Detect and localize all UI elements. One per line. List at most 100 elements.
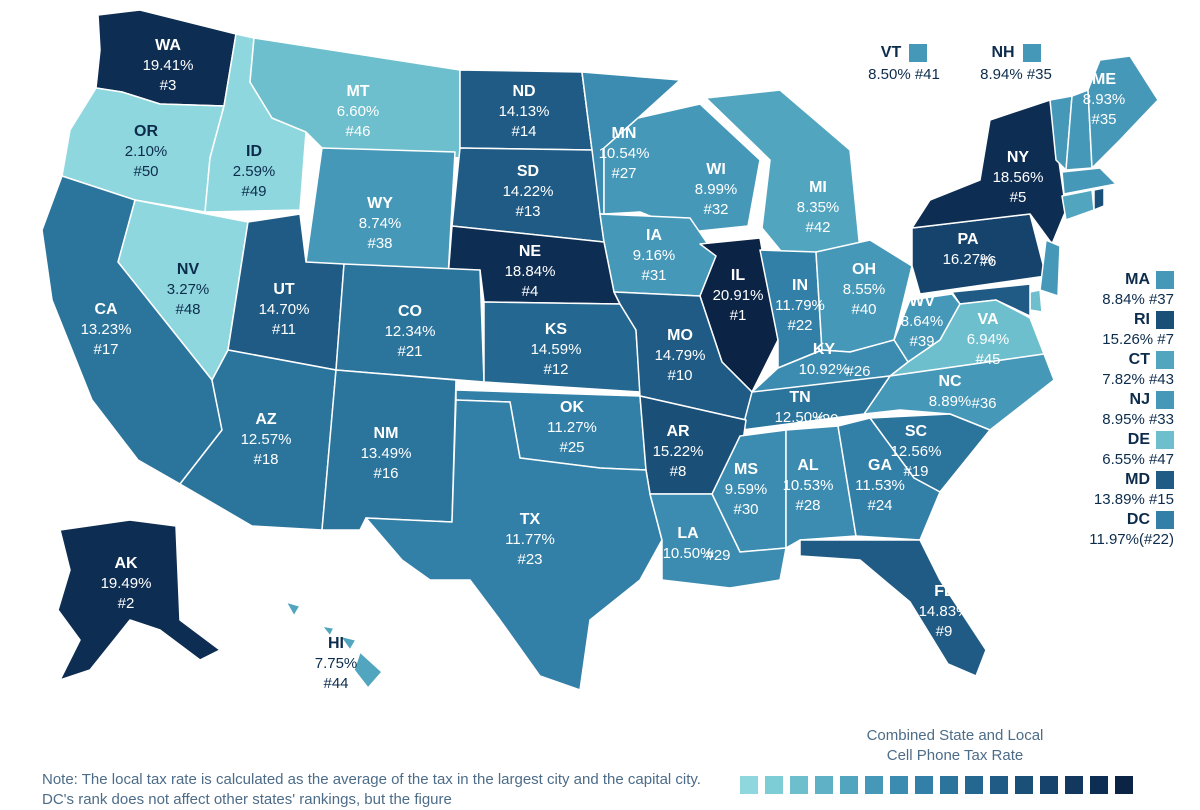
state-label-GA: GA 11.53% #24 (855, 457, 905, 514)
legend-title: Combined State and Local Cell Phone Tax … (810, 726, 1100, 766)
state-label-LA: LA 10.50% (662, 525, 714, 562)
legend-swatch (940, 776, 958, 794)
legend-swatch (740, 776, 758, 794)
state-rank-LA: #29 (705, 547, 731, 564)
legend-swatch (1065, 776, 1083, 794)
state-label-KS: KS 14.59% #12 (530, 321, 582, 378)
swatch-NH (1022, 44, 1041, 62)
state-label-AZ: AZ 12.57% #18 (240, 411, 292, 468)
legend-swatch (865, 776, 883, 794)
state-shape-MA (1061, 167, 1117, 195)
state-label-MT: MT 6.60% #46 (336, 83, 380, 140)
inset-NH: NH 8.94% #35 (980, 44, 1052, 83)
swatch-MD (1156, 471, 1174, 489)
state-label-SD: SD 14.22% #13 (502, 163, 554, 220)
state-label-PA: PA 16.27% (942, 231, 994, 268)
state-shape-CT (1061, 189, 1095, 221)
state-shape-TN[interactable] (741, 375, 891, 431)
state-rank-NC: #36 (971, 395, 997, 412)
state-label-HI: HI 7.75% #44 (314, 635, 358, 692)
state-label-KY: KY 10.92% (798, 341, 850, 378)
state-shape-TX[interactable] (365, 399, 663, 691)
state-label-UT: UT 14.70% #11 (258, 281, 310, 338)
legend-swatch (1090, 776, 1108, 794)
state-label-MS: MS 9.59% #30 (724, 461, 768, 518)
side-item-MA: MA 8.84% #37 (1102, 271, 1174, 308)
swatch-MA (1156, 271, 1174, 289)
legend-color-scale (740, 776, 1133, 794)
legend-swatch (1015, 776, 1033, 794)
state-rank-TN: #20 (813, 411, 839, 428)
legend-swatch (815, 776, 833, 794)
state-label-AR: AR 15.22% #8 (652, 423, 704, 480)
state-label-WI: WI 8.99% #32 (694, 161, 738, 218)
swatch-VT (909, 44, 928, 62)
state-shape-FL[interactable] (799, 539, 987, 677)
state-label-WY: WY 8.74% #38 (358, 195, 402, 252)
state-label-NE: NE 18.84% #4 (504, 243, 556, 300)
state-label-AL: AL 10.53% #28 (782, 457, 834, 514)
state-shape-RI (1093, 187, 1105, 211)
legend-swatch (790, 776, 808, 794)
state-label-NM: NM 13.49% #16 (360, 425, 412, 482)
state-label-NY: NY 18.56% #5 (992, 149, 1044, 206)
state-shape-LA[interactable] (649, 493, 787, 589)
state-label-ME: ME 8.93% #35 (1082, 71, 1126, 128)
state-rank-KY: #26 (845, 363, 871, 380)
state-label-TN: TN 12.50% (774, 389, 826, 426)
swatch-NJ (1156, 391, 1174, 409)
side-item-DE: DE 6.55% #47 (1102, 431, 1174, 468)
legend-swatch (1040, 776, 1058, 794)
state-label-IA: IA 9.16% #31 (632, 227, 676, 284)
legend-swatch (890, 776, 908, 794)
state-shape-DE (1029, 289, 1043, 313)
legend-title-line2: Cell Phone Tax Rate (886, 747, 1024, 764)
state-shape-AK[interactable] (57, 519, 221, 681)
footnote: Note: The local tax rate is calculated a… (42, 771, 701, 808)
swatch-RI (1156, 311, 1174, 329)
state-shape-HI[interactable] (285, 601, 383, 689)
legend-swatch (965, 776, 983, 794)
state-label-MI: MI 8.35% #42 (796, 179, 840, 236)
inset-VT: VT 8.50% #41 (868, 44, 940, 83)
state-label-NC: NC 8.89% (928, 373, 972, 410)
state-label-ID: ID 2.59% #49 (232, 143, 276, 200)
side-item-MD: MD 13.89% #15 (1093, 471, 1174, 508)
legend-swatch (765, 776, 783, 794)
legend-title-line1: Combined State and Local (866, 727, 1044, 744)
state-rank-PA: #6 (979, 253, 997, 270)
swatch-CT (1156, 351, 1174, 369)
state-label-MN: MN 10.54% #27 (598, 125, 650, 182)
state-label-OR: OR 2.10% #50 (124, 123, 168, 180)
side-item-NJ: NJ 8.95% #33 (1102, 391, 1174, 428)
side-item-CT: CT 7.82% #43 (1102, 351, 1174, 388)
state-label-WA: WA 19.41% #3 (142, 37, 194, 94)
state-label-IN: IN 11.79% #22 (775, 277, 825, 334)
state-label-OH: OH 8.55% #40 (842, 261, 886, 318)
state-label-SC: SC 12.56% #19 (890, 423, 942, 480)
side-item-DC: DC 11.97%(#22) (1089, 511, 1174, 548)
state-shape-GA[interactable] (837, 417, 941, 541)
legend-swatch (1115, 776, 1133, 794)
state-label-VA: VA 6.94% #45 (966, 311, 1010, 368)
side-list: MA 8.84% #37 RI 15.26% #7 CT 7.82% #43 NJ 8.… (1044, 270, 1174, 550)
legend-swatch (915, 776, 933, 794)
state-label-FL: FL 14.83% #9 (918, 583, 970, 640)
state-label-OK: OK 11.27% #25 (547, 399, 597, 456)
state-shape-ME[interactable] (1087, 55, 1159, 169)
state-label-MO: MO 14.79% #10 (654, 327, 706, 384)
state-shape-AL[interactable] (785, 425, 857, 549)
state-label-NV: NV 3.27% #48 (166, 261, 210, 318)
legend-swatch (990, 776, 1008, 794)
state-label-ND: ND 14.13% #14 (498, 83, 550, 140)
legend-swatch (840, 776, 858, 794)
swatch-DE (1156, 431, 1174, 449)
swatch-DC (1156, 511, 1174, 529)
state-label-TX: TX 11.77% #23 (505, 511, 555, 568)
side-item-RI: RI 15.26% #7 (1102, 311, 1174, 348)
state-label-IL: IL 20.91% #1 (712, 267, 764, 324)
state-label-WV: WV 8.64% #39 (900, 293, 944, 350)
state-label-AK: AK 19.49% #2 (100, 555, 152, 612)
state-label-CA: CA 13.23% #17 (80, 301, 132, 358)
